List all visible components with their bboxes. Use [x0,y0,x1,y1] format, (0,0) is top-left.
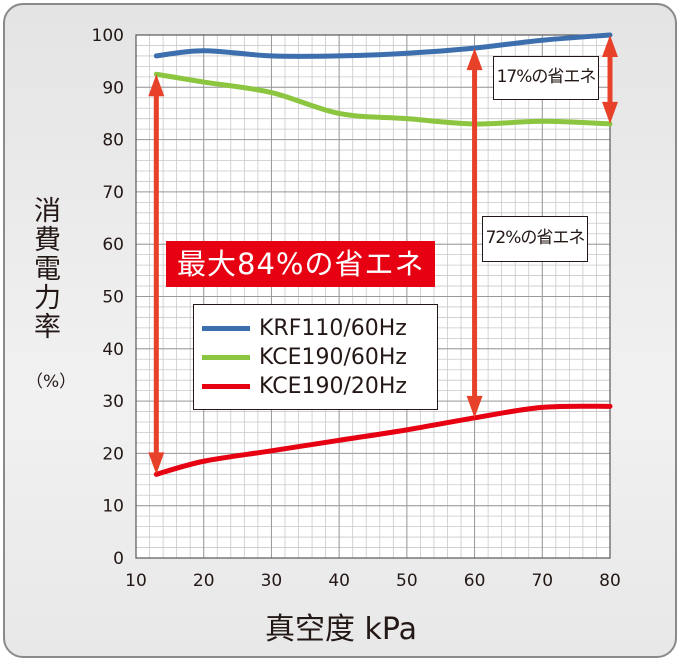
x-tick-label: 20 [193,571,215,591]
y-tick-label: 10 [102,497,124,517]
legend-label-kce190-60hz: KCE190/60Hz [259,344,407,370]
x-tick-label: 70 [531,571,553,591]
x-tick-label: 30 [261,571,283,591]
y-tick-label: 30 [102,392,124,412]
y-tick-label: 0 [113,549,124,569]
y-tick-label: 50 [102,288,124,308]
saving-arrow-head-up [466,48,483,71]
y-tick-label: 40 [102,340,124,360]
legend-label-krf110-60hz: KRF110/60Hz [259,315,407,341]
saving-arrows [148,35,618,475]
legend-swatch-krf110-60hz [202,325,250,331]
series-line-0 [153,32,613,59]
legend-swatch-kce190-20hz [202,383,250,389]
legend-swatch-kce190-60hz [202,354,250,360]
y-tick-label: 20 [102,444,124,464]
y-tick-label: 80 [102,131,124,151]
plot-grid [135,34,611,559]
legend-item-kce190-20hz: KCE190/20Hz [202,373,407,399]
plot-border [135,34,611,559]
x-tick-label: 50 [396,571,418,591]
saving-17-callout: 17%の省エネ [493,56,599,100]
y-axis-label: 消費電力率 [29,196,60,341]
x-axis-label: 真空度 kPa [264,612,418,647]
legend: KRF110/60Hz KCE190/60Hz KCE190/20Hz [193,304,438,410]
x-tick-label: 40 [328,571,350,591]
max-saving-banner: 最大84%の省エネ [166,241,436,287]
legend-item-kce190-60hz: KCE190/60Hz [202,344,407,370]
series-line-2 [153,403,613,477]
x-tick-label: 80 [599,571,621,591]
series-lines [153,32,613,477]
saving-arrow-head-down [466,395,483,418]
legend-item-krf110-60hz: KRF110/60Hz [202,315,407,341]
saving-72-callout: 72%の省エネ [482,216,588,262]
saving-arrow-head-down [602,101,618,124]
saving-arrow-head-up [148,74,165,97]
saving-arrow-head-up [602,35,618,57]
x-tick-label: 10 [125,571,147,591]
saving-arrow-head-down [148,452,165,475]
y-tick-label: 90 [102,78,124,98]
y-tick-label: 60 [102,235,124,255]
series-line-1 [153,71,613,127]
y-tick-label: 70 [102,183,124,203]
y-tick-label: 100 [92,26,124,46]
y-axis-unit: （%） [26,372,77,392]
x-tick-label: 60 [464,571,486,591]
legend-label-kce190-20hz: KCE190/20Hz [259,373,407,399]
